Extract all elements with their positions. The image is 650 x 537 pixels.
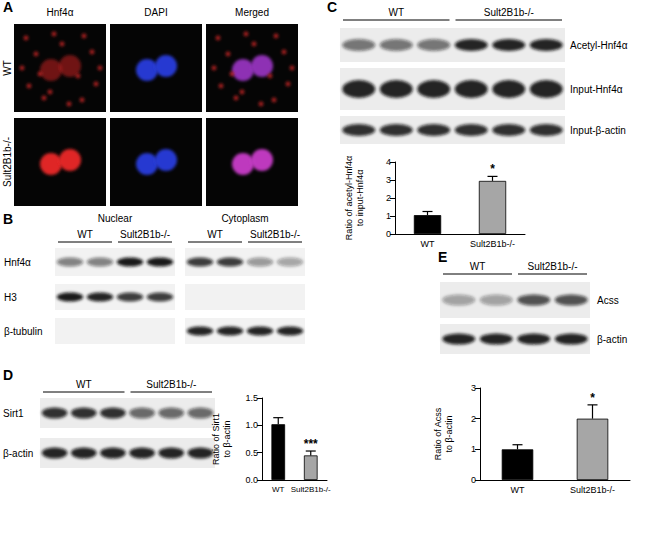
svg-text:Nuclear: Nuclear xyxy=(98,213,133,224)
svg-text:C: C xyxy=(327,0,337,15)
svg-text:to input-Hnf4α: to input-Hnf4α xyxy=(355,170,365,227)
svg-text:Sult2B1b-/-: Sult2B1b-/- xyxy=(527,261,577,272)
svg-text:Ratio of Acss: Ratio of Acss xyxy=(433,407,443,460)
svg-text:Sult2B1b-/-: Sult2B1b-/- xyxy=(146,379,196,390)
svg-text:***: *** xyxy=(304,437,318,451)
svg-text:WT: WT xyxy=(470,261,486,272)
svg-text:WT: WT xyxy=(76,379,92,390)
svg-text:Ratio of acetyl-Hnf4α: Ratio of acetyl-Hnf4α xyxy=(344,156,354,240)
svg-text:to β-actin: to β-actin xyxy=(444,415,454,452)
svg-text:Sult2B1b-/-: Sult2B1b-/- xyxy=(484,7,534,18)
svg-text:2: 2 xyxy=(386,193,391,203)
svg-text:to β-actin: to β-actin xyxy=(222,420,232,457)
svg-text:WT: WT xyxy=(272,485,285,494)
svg-text:β-actin: β-actin xyxy=(597,334,627,345)
svg-text:Sirt1: Sirt1 xyxy=(3,408,24,419)
svg-text:β-tubulin: β-tubulin xyxy=(4,326,43,337)
svg-text:3: 3 xyxy=(386,175,391,185)
svg-text:β-actin: β-actin xyxy=(3,448,33,459)
svg-text:E: E xyxy=(438,249,447,265)
svg-text:Sult2B1b-/-: Sult2B1b-/- xyxy=(291,485,331,494)
svg-text:A: A xyxy=(3,0,13,15)
svg-text:WT: WT xyxy=(388,7,404,18)
svg-text:WT: WT xyxy=(511,485,525,495)
svg-text:Input-Hnf4α: Input-Hnf4α xyxy=(570,84,623,95)
svg-text:Sult2B1b-/-: Sult2B1b-/- xyxy=(570,485,615,495)
svg-text:Acetyl-Hnf4α: Acetyl-Hnf4α xyxy=(570,40,628,51)
svg-text:H3: H3 xyxy=(4,292,17,303)
svg-text:WT: WT xyxy=(207,229,223,240)
svg-text:Sult2B1b-/-: Sult2B1b-/- xyxy=(470,239,515,249)
svg-text:0: 0 xyxy=(471,475,476,485)
svg-text:1.5: 1.5 xyxy=(245,393,258,403)
svg-text:4: 4 xyxy=(386,157,391,167)
svg-text:1: 1 xyxy=(386,211,391,221)
svg-text:WT: WT xyxy=(421,239,435,249)
svg-text:Acss: Acss xyxy=(597,295,619,306)
svg-text:Cytoplasm: Cytoplasm xyxy=(221,213,268,224)
svg-text:DAPI: DAPI xyxy=(144,7,167,18)
svg-text:Input-β-actin: Input-β-actin xyxy=(570,125,626,136)
svg-text:WT: WT xyxy=(2,60,13,76)
svg-text:0.5: 0.5 xyxy=(245,448,258,458)
svg-text:Hnf4α: Hnf4α xyxy=(47,7,74,18)
svg-text:0: 0 xyxy=(386,229,391,239)
svg-text:Sult2B1b-/-: Sult2B1b-/- xyxy=(2,137,13,187)
svg-text:Sult2B1b-/-: Sult2B1b-/- xyxy=(250,229,300,240)
svg-text:2: 2 xyxy=(471,414,476,424)
svg-text:Merged: Merged xyxy=(235,7,269,18)
svg-text:B: B xyxy=(3,211,13,227)
svg-text:Hnf4α: Hnf4α xyxy=(4,257,31,268)
svg-text:Ratio of Sirt1: Ratio of Sirt1 xyxy=(211,413,221,465)
svg-text:1: 1 xyxy=(471,444,476,454)
svg-text:WT: WT xyxy=(77,229,93,240)
svg-text:*: * xyxy=(590,391,595,405)
svg-text:Sult2B1b-/-: Sult2B1b-/- xyxy=(120,229,170,240)
svg-text:*: * xyxy=(490,162,495,176)
svg-text:1.0: 1.0 xyxy=(245,420,258,430)
svg-text:D: D xyxy=(3,367,13,383)
svg-text:0.0: 0.0 xyxy=(245,475,258,485)
svg-text:3: 3 xyxy=(471,383,476,393)
